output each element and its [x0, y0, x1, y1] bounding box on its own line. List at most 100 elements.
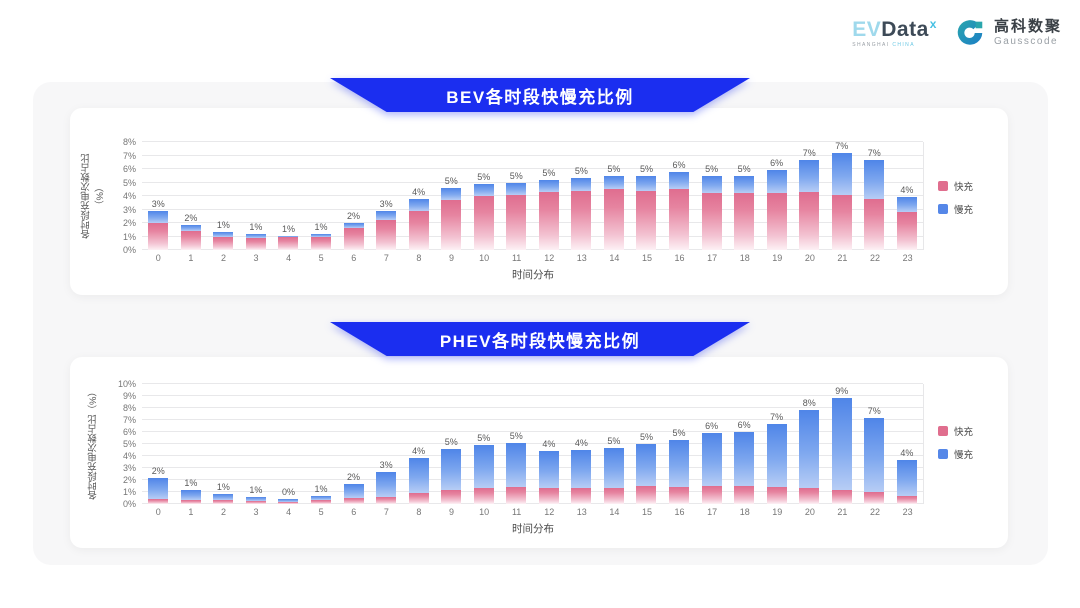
bar-column: 0% — [272, 487, 305, 504]
bar-value-label: 7% — [770, 411, 784, 422]
legend-label: 慢充 — [954, 449, 974, 461]
bar-column: 7% — [760, 411, 793, 504]
phev-y-axis-title: 各时段充电次数占比（%） — [88, 387, 99, 501]
bar-column: 1% — [207, 221, 240, 250]
bar-value-label: 1% — [281, 223, 295, 234]
x-tick-label: 4 — [286, 253, 292, 263]
fast-charge-segment — [180, 231, 201, 250]
gridline — [142, 154, 923, 156]
bar-value-label: 5% — [542, 167, 556, 178]
bar-value-label: 4% — [900, 447, 914, 458]
slow-charge-segment — [506, 442, 527, 488]
bar-column: 5% — [598, 164, 631, 250]
bar-value-label: 5% — [607, 435, 621, 446]
phev-plot: 0% 1% 2% 3% 4% 5% 6% 7% 8% 9% 10% 2% 1% 1% 1% 0% 1% 2% 3% 4… — [118, 379, 924, 509]
y-tick-label: 0% — [122, 245, 136, 255]
fast-charge-segment — [408, 493, 429, 504]
bar-value-label: 1% — [249, 222, 263, 233]
slow-charge-segment — [148, 477, 169, 500]
fast-charge-segment — [245, 237, 266, 250]
gridline — [142, 208, 923, 210]
fast-charge-segment — [506, 194, 527, 250]
phev-x-axis-title: 时间分布 — [512, 523, 554, 535]
fast-charge-segment — [766, 193, 787, 250]
slow-charge-segment — [636, 444, 657, 486]
slow-charge-segment — [766, 170, 787, 194]
slow-charge-segment — [831, 398, 852, 490]
gausscode-g-icon — [957, 20, 983, 45]
slow-charge-segment — [213, 494, 234, 501]
x-tick-label: 1 — [188, 507, 194, 517]
gridline — [142, 235, 923, 237]
x-tick-label: 13 — [576, 253, 587, 263]
x-tick-label: 10 — [479, 253, 490, 263]
bar-column: 7% — [825, 141, 858, 250]
bar-value-label: 5% — [477, 433, 491, 444]
x-tick-label: 18 — [739, 253, 750, 263]
bev-y-axis-title: 各时段充电次数占比（%） — [81, 153, 106, 239]
fast-charge-segment — [311, 236, 331, 250]
x-tick-label: 12 — [544, 507, 555, 517]
bev-x-axis-title: 时间分布 — [512, 269, 554, 281]
gridline — [142, 395, 923, 396]
x-tick-label: 11 — [511, 507, 522, 517]
bar-column: 9% — [825, 387, 858, 504]
gridline — [142, 249, 923, 250]
bev-plot-area: 0% 1% 2% 3% 4% 5% 6% 7% 8% 3% 2% 1% 1% 1% 1% 2% 3% 4% 5% 5%… — [104, 137, 924, 295]
gridline — [142, 181, 923, 183]
fast-charge-segment — [408, 210, 429, 250]
bar-column: 1% — [272, 223, 305, 250]
y-tick-label: 3% — [122, 463, 136, 473]
fast-charge-segment — [538, 488, 559, 504]
x-tick-label: 12 — [544, 253, 555, 263]
fast-charge-segment — [896, 495, 917, 504]
gausscode-text: 高科数聚 Gausscode — [994, 19, 1062, 47]
bar-value-label: 1% — [216, 220, 230, 231]
slow-charge-segment — [603, 175, 624, 190]
fast-charge-segment — [473, 488, 494, 504]
x-tick-label: 10 — [479, 507, 490, 517]
phev-x-ticks: 0 1 2 3 4 5 6 7 8 9 10 11 12 13 14 15 16 17 18 19 20 21 22 23 — [142, 504, 924, 519]
slow-charge-segment — [278, 235, 299, 238]
bar-column: 2% — [337, 212, 370, 250]
fast-charge-segment — [669, 487, 690, 504]
slow-charge-segment — [669, 440, 690, 488]
fast-charge-segment — [213, 500, 234, 504]
evdata-ev-text: EV — [852, 18, 882, 41]
bar-column: 2% — [142, 465, 175, 504]
x-tick-label: 2 — [220, 253, 226, 263]
slow-charge-segment — [538, 179, 559, 192]
x-tick-label: 11 — [511, 253, 522, 263]
phev-chart-title: PHEV各时段快慢充比例 — [439, 331, 641, 351]
bar-value-label: 5% — [509, 430, 523, 441]
bar-value-label: 7% — [867, 405, 881, 416]
x-tick-label: 19 — [772, 253, 783, 263]
bar-value-label: 2% — [184, 213, 198, 224]
legend-swatch — [938, 204, 948, 214]
fast-charge-segment — [734, 193, 755, 250]
fast-charge-segment — [376, 220, 397, 250]
fast-charge-segment — [343, 228, 364, 250]
slow-charge-segment — [864, 159, 885, 199]
legend-swatch — [938, 181, 948, 191]
bar-value-label: 2% — [151, 465, 165, 476]
gridline — [142, 141, 923, 142]
bev-chart-title: BEV各时段快慢充比例 — [446, 87, 634, 107]
x-tick-label: 14 — [609, 507, 620, 517]
x-tick-label: 22 — [870, 507, 881, 517]
bar-value-label: 6% — [770, 158, 784, 169]
bar-value-label: 4% — [412, 446, 426, 457]
evdata-data-text: Data — [881, 18, 929, 41]
slow-charge-segment — [896, 197, 917, 213]
x-tick-label: 20 — [804, 253, 815, 263]
x-tick-label: 7 — [383, 253, 389, 263]
bar-column: 5% — [533, 167, 566, 250]
bar-column: 3% — [142, 199, 175, 250]
bar-column: 5% — [435, 176, 468, 250]
bar-column: 5% — [663, 429, 696, 504]
slow-charge-segment — [473, 445, 494, 489]
bev-chart-card: 各时段充电次数占比（%） 0% 1% 2% 3% 4% 5% 6% 7% 8% 3% 2% 1% 1% 1… — [70, 108, 1008, 295]
bev-title-banner: BEV各时段快慢充比例 — [330, 78, 750, 112]
bar-column: 4% — [533, 440, 566, 504]
bar-value-label: 2% — [347, 211, 361, 222]
